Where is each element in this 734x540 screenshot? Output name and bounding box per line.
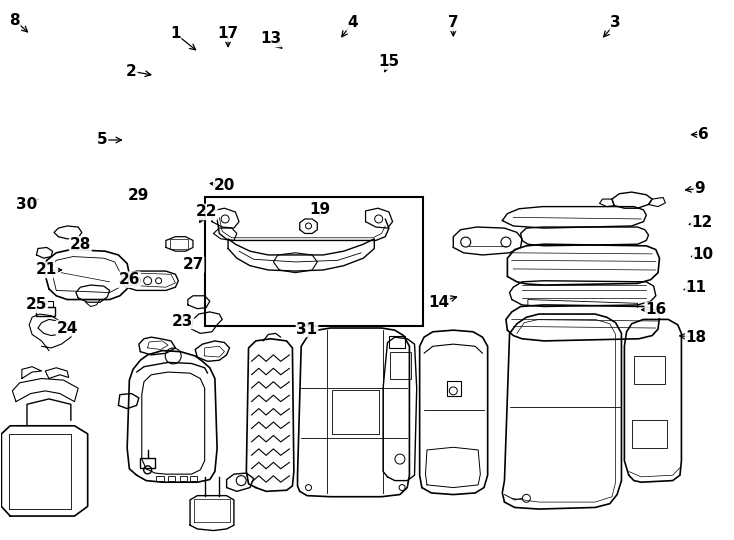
Text: 16: 16 <box>645 302 666 318</box>
Bar <box>37 307 55 316</box>
Bar <box>634 356 664 384</box>
Text: 25: 25 <box>26 298 47 313</box>
Text: 11: 11 <box>686 280 707 295</box>
Text: 22: 22 <box>195 205 217 219</box>
Text: 15: 15 <box>378 54 399 69</box>
Bar <box>170 239 188 248</box>
Text: 19: 19 <box>309 202 330 217</box>
Text: 27: 27 <box>182 257 203 272</box>
Bar <box>448 381 461 396</box>
Text: 5: 5 <box>97 132 108 147</box>
Text: 29: 29 <box>128 188 150 204</box>
Bar <box>140 458 155 468</box>
Bar <box>156 476 164 481</box>
Text: 4: 4 <box>347 15 357 30</box>
Text: 2: 2 <box>126 64 137 79</box>
Text: 7: 7 <box>448 15 459 30</box>
Text: 9: 9 <box>694 181 705 196</box>
Text: 30: 30 <box>16 197 37 212</box>
Bar <box>205 198 423 326</box>
Bar <box>390 352 411 379</box>
Text: 31: 31 <box>297 322 318 336</box>
Text: 13: 13 <box>260 31 281 46</box>
Text: 26: 26 <box>119 272 140 287</box>
Text: 28: 28 <box>70 237 91 252</box>
Bar <box>168 476 175 481</box>
Text: 24: 24 <box>57 321 78 335</box>
Text: 23: 23 <box>172 314 194 328</box>
Bar <box>332 390 379 434</box>
Bar <box>190 476 197 481</box>
Text: 17: 17 <box>217 26 239 41</box>
Bar <box>389 336 405 348</box>
Bar <box>42 301 53 307</box>
Text: 18: 18 <box>686 329 707 345</box>
Bar <box>632 421 666 448</box>
Text: 8: 8 <box>10 13 20 28</box>
Text: 3: 3 <box>610 15 621 30</box>
Text: 1: 1 <box>170 26 181 41</box>
Text: 6: 6 <box>698 127 709 142</box>
Bar <box>180 476 187 481</box>
Text: 14: 14 <box>428 295 449 310</box>
Text: 10: 10 <box>693 247 714 262</box>
Text: 20: 20 <box>214 178 235 193</box>
Text: 12: 12 <box>691 215 713 230</box>
Text: 21: 21 <box>36 262 57 278</box>
